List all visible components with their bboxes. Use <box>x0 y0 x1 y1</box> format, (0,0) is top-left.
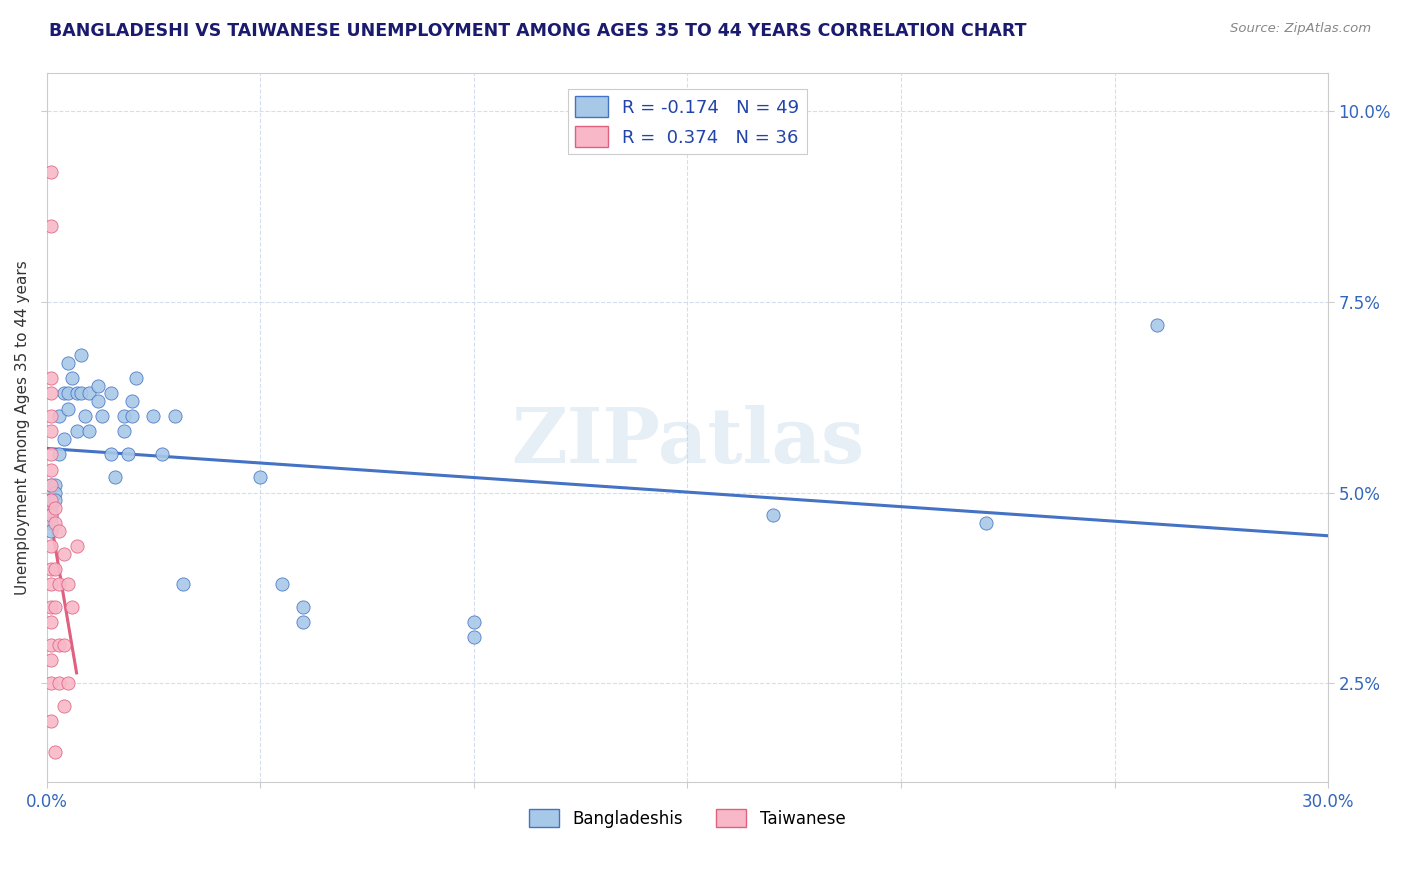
Point <box>121 394 143 409</box>
Point <box>976 516 998 530</box>
Point <box>91 409 114 424</box>
Point <box>56 401 79 416</box>
Text: Source: ZipAtlas.com: Source: ZipAtlas.com <box>1230 22 1371 36</box>
Point <box>79 386 101 401</box>
Point <box>87 378 110 392</box>
Point <box>44 478 66 492</box>
Point <box>52 699 75 714</box>
Point <box>291 599 314 614</box>
Point <box>463 615 485 630</box>
Point <box>87 394 110 409</box>
Point <box>44 485 66 500</box>
Point <box>39 219 62 233</box>
Point <box>48 577 70 591</box>
Point <box>39 562 62 576</box>
Point <box>112 425 135 439</box>
Point <box>39 165 62 179</box>
Point <box>39 714 62 729</box>
Point <box>39 615 62 630</box>
Point <box>39 493 62 508</box>
Point <box>75 409 97 424</box>
Point <box>44 562 66 576</box>
Point <box>39 409 62 424</box>
Point <box>39 508 62 523</box>
Y-axis label: Unemployment Among Ages 35 to 44 years: Unemployment Among Ages 35 to 44 years <box>15 260 30 595</box>
Point <box>39 462 62 476</box>
Point <box>48 638 70 652</box>
Text: BANGLADESHI VS TAIWANESE UNEMPLOYMENT AMONG AGES 35 TO 44 YEARS CORRELATION CHAR: BANGLADESHI VS TAIWANESE UNEMPLOYMENT AM… <box>49 22 1026 40</box>
Point <box>142 409 165 424</box>
Point <box>52 638 75 652</box>
Point <box>39 500 62 515</box>
Point <box>100 386 122 401</box>
Point <box>56 356 79 370</box>
Point <box>39 386 62 401</box>
Point <box>270 577 292 591</box>
Point <box>52 547 75 561</box>
Point <box>48 447 70 461</box>
Point <box>125 371 148 385</box>
Point <box>44 493 66 508</box>
Point <box>39 653 62 667</box>
Text: ZIPatlas: ZIPatlas <box>510 405 863 479</box>
Point <box>291 615 314 630</box>
Point <box>39 425 62 439</box>
Point <box>56 676 79 690</box>
Point <box>163 409 186 424</box>
Legend: Bangladeshis, Taiwanese: Bangladeshis, Taiwanese <box>523 803 852 834</box>
Point <box>39 447 62 461</box>
Point <box>39 493 62 508</box>
Point <box>39 638 62 652</box>
Point <box>56 386 79 401</box>
Point <box>39 599 62 614</box>
Point <box>65 425 87 439</box>
Point <box>44 516 66 530</box>
Point <box>39 577 62 591</box>
Point <box>117 447 139 461</box>
Point <box>39 371 62 385</box>
Point <box>121 409 143 424</box>
Point <box>104 470 127 484</box>
Point <box>39 539 62 553</box>
Point <box>60 371 83 385</box>
Point <box>48 409 70 424</box>
Point <box>172 577 194 591</box>
Point <box>39 524 62 538</box>
Point <box>463 631 485 645</box>
Point <box>52 386 75 401</box>
Point <box>39 478 62 492</box>
Point <box>112 409 135 424</box>
Point <box>65 386 87 401</box>
Point <box>39 516 62 530</box>
Point <box>48 676 70 690</box>
Point <box>65 539 87 553</box>
Point <box>44 745 66 759</box>
Point <box>1146 318 1168 332</box>
Point <box>69 348 91 362</box>
Point <box>39 478 62 492</box>
Point <box>56 577 79 591</box>
Point <box>44 599 66 614</box>
Point <box>100 447 122 461</box>
Point <box>60 599 83 614</box>
Point <box>44 500 66 515</box>
Point <box>762 508 785 523</box>
Point <box>39 508 62 523</box>
Point <box>249 470 271 484</box>
Point <box>69 386 91 401</box>
Point <box>39 676 62 690</box>
Point <box>48 524 70 538</box>
Point <box>52 432 75 446</box>
Point <box>150 447 173 461</box>
Point <box>79 425 101 439</box>
